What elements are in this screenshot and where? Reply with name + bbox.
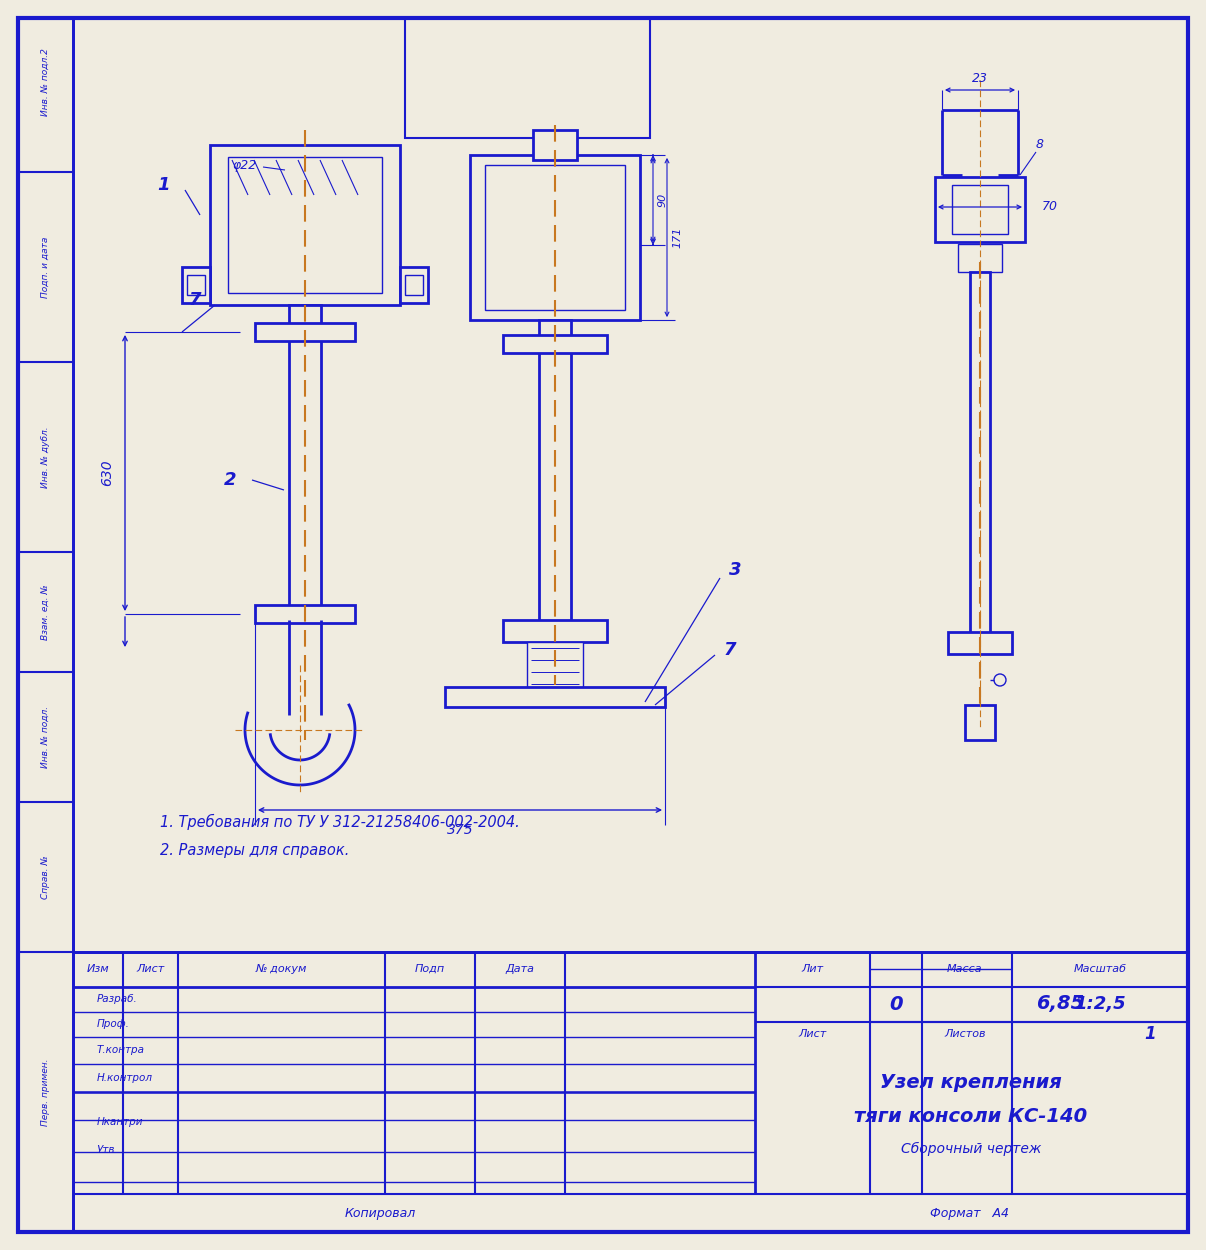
Text: 375: 375 bbox=[446, 822, 473, 838]
Text: Утв.: Утв. bbox=[96, 1145, 118, 1155]
Text: 1. Требования по ТУ У 312-21258406-002-2004.: 1. Требования по ТУ У 312-21258406-002-2… bbox=[160, 814, 520, 830]
Text: Подп: Подп bbox=[415, 964, 445, 974]
Text: 70: 70 bbox=[1042, 200, 1058, 214]
Bar bbox=[970, 272, 990, 650]
Text: тяги консоли КС-140: тяги консоли КС-140 bbox=[854, 1108, 1088, 1126]
Text: Узел крепления: Узел крепления bbox=[880, 1072, 1061, 1091]
Text: 0: 0 bbox=[889, 995, 903, 1014]
Text: Листов: Листов bbox=[944, 1029, 985, 1039]
Text: Дата: Дата bbox=[505, 964, 534, 974]
Text: Взам. ед. №: Взам. ед. № bbox=[41, 584, 49, 640]
Bar bbox=[400, 268, 428, 302]
Text: Масса: Масса bbox=[947, 964, 983, 974]
Text: 3: 3 bbox=[728, 561, 742, 579]
Text: φ22: φ22 bbox=[233, 159, 257, 171]
Bar bbox=[948, 632, 1012, 654]
Text: 2. Размеры для справок.: 2. Размеры для справок. bbox=[160, 842, 350, 858]
Text: 630: 630 bbox=[100, 460, 115, 486]
Text: Масштаб: Масштаб bbox=[1073, 964, 1126, 974]
Text: Инв. № подл.: Инв. № подл. bbox=[41, 706, 49, 768]
Text: 23: 23 bbox=[972, 71, 988, 85]
Bar bbox=[952, 185, 1008, 234]
Bar bbox=[74, 952, 1188, 1232]
Text: 1:2,5: 1:2,5 bbox=[1075, 995, 1126, 1012]
Text: Проф.: Проф. bbox=[96, 1019, 130, 1029]
Text: 7: 7 bbox=[189, 291, 201, 309]
Text: Формат   A4: Формат A4 bbox=[931, 1206, 1009, 1220]
Text: Справ. №: Справ. № bbox=[41, 855, 49, 899]
Text: 90: 90 bbox=[658, 192, 668, 208]
Text: Инв. № подл.2: Инв. № подл.2 bbox=[41, 48, 49, 116]
Bar bbox=[935, 177, 1025, 242]
Text: 1: 1 bbox=[1144, 1025, 1155, 1042]
Bar bbox=[533, 130, 576, 160]
Bar bbox=[539, 320, 570, 635]
Bar bbox=[503, 335, 607, 352]
Text: 1: 1 bbox=[157, 176, 169, 194]
Text: 6,85: 6,85 bbox=[1036, 995, 1084, 1014]
Text: Инв. № дубл.: Инв. № дубл. bbox=[41, 426, 49, 488]
Text: Лист: Лист bbox=[798, 1029, 826, 1039]
Bar bbox=[958, 244, 1002, 272]
Bar bbox=[527, 642, 582, 698]
Text: Сборочный чертеж: Сборочный чертеж bbox=[901, 1142, 1041, 1156]
Text: Нкантри: Нкантри bbox=[96, 1118, 144, 1128]
Bar bbox=[289, 305, 321, 620]
Text: Перв. примен.: Перв. примен. bbox=[41, 1059, 49, 1126]
Text: Разраб.: Разраб. bbox=[96, 994, 137, 1004]
Text: 8: 8 bbox=[1036, 139, 1044, 151]
Bar bbox=[405, 275, 423, 295]
Bar bbox=[965, 705, 995, 740]
Bar bbox=[228, 158, 382, 292]
Bar bbox=[503, 620, 607, 642]
Bar bbox=[254, 322, 355, 341]
Text: Изм: Изм bbox=[87, 964, 110, 974]
Bar bbox=[445, 688, 665, 707]
Text: Копировал: Копировал bbox=[345, 1206, 416, 1220]
Text: № докум: № докум bbox=[256, 964, 306, 974]
Text: Подп. и дата: Подп. и дата bbox=[41, 236, 49, 298]
Text: 7: 7 bbox=[724, 641, 736, 659]
Text: Лист: Лист bbox=[136, 964, 164, 974]
Bar bbox=[210, 145, 400, 305]
Bar bbox=[182, 268, 210, 302]
Text: Т.контра: Т.контра bbox=[96, 1045, 145, 1055]
Bar bbox=[405, 18, 650, 138]
Bar bbox=[74, 18, 1188, 952]
Bar bbox=[470, 155, 640, 320]
Text: Лит: Лит bbox=[801, 964, 822, 974]
Bar bbox=[254, 605, 355, 622]
Text: 2: 2 bbox=[224, 471, 236, 489]
Bar bbox=[18, 18, 74, 1232]
Bar bbox=[187, 275, 205, 295]
Bar bbox=[485, 165, 625, 310]
Text: 171: 171 bbox=[672, 226, 683, 248]
Text: Н.контрол: Н.контрол bbox=[96, 1072, 153, 1082]
